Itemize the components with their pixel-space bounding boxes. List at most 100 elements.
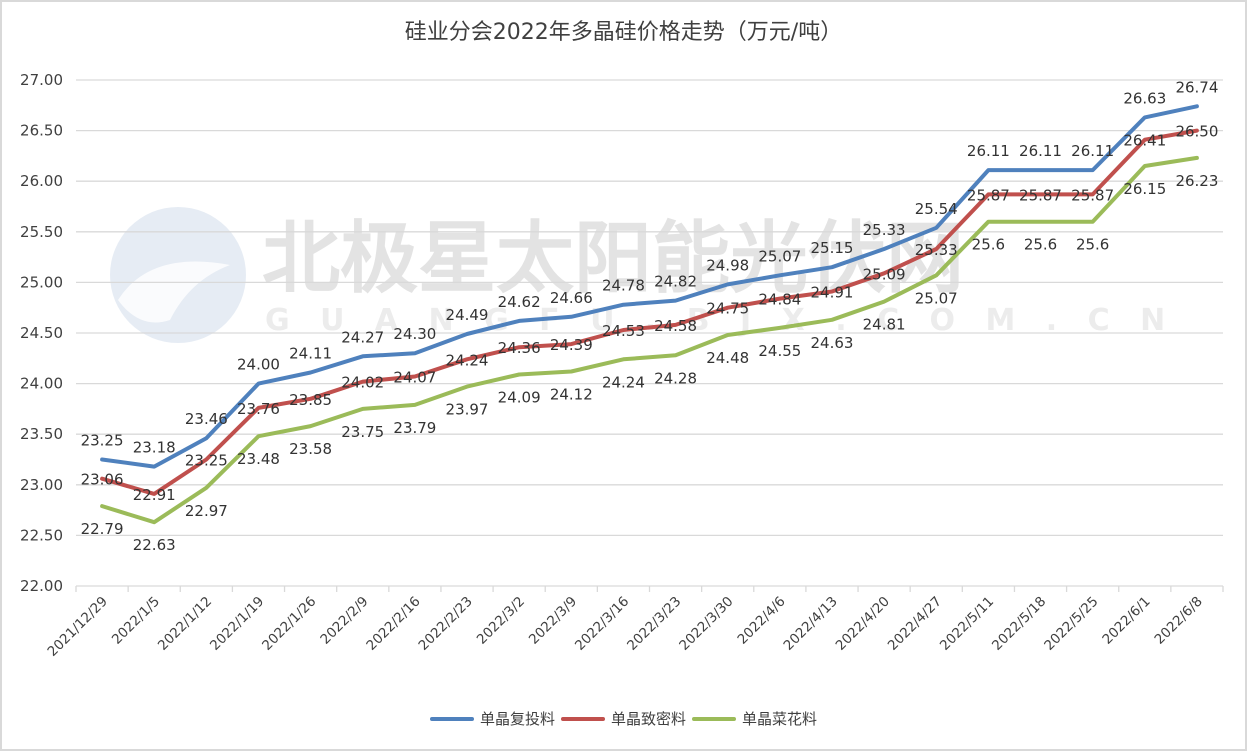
data-label: 24.36: [498, 339, 541, 357]
watermark-text: 北极星太阳能光伏网: [262, 214, 964, 304]
data-label: 23.46: [185, 410, 228, 428]
data-label: 24.81: [863, 316, 906, 334]
data-label: 22.91: [133, 486, 176, 504]
data-label: 24.28: [654, 369, 697, 387]
data-label: 24.12: [550, 385, 593, 403]
data-label: 24.09: [498, 388, 541, 406]
data-label: 25.6: [1024, 236, 1057, 254]
data-label: 23.75: [341, 423, 384, 441]
data-label: 24.07: [393, 369, 436, 387]
data-label: 25.6: [1076, 236, 1109, 254]
series-lines: [100, 104, 1199, 525]
watermark-wave-icon: [118, 261, 230, 323]
x-tick-label: 2022/4/13: [781, 594, 841, 654]
data-label: 23.18: [133, 439, 176, 457]
y-tick-label: 26.00: [20, 172, 63, 190]
data-label: 24.82: [654, 273, 697, 291]
data-label: 25.54: [915, 200, 958, 218]
data-label: 22.97: [185, 502, 228, 520]
data-label: 22.79: [81, 520, 124, 538]
x-tick-label: 2022/3/30: [676, 594, 736, 654]
data-label: 24.58: [654, 317, 697, 335]
data-label: 26.41: [1123, 132, 1166, 150]
legend-swatch-red-icon: [560, 716, 605, 721]
data-label: 24.63: [811, 334, 854, 352]
data-label: 24.53: [602, 322, 645, 340]
data-label: 25.33: [863, 221, 906, 239]
x-tick-label: 2021/12/29: [45, 594, 111, 660]
data-label: 23.48: [237, 450, 280, 468]
data-label: 23.25: [81, 432, 124, 450]
data-label: 24.11: [289, 344, 332, 362]
data-label: 24.75: [706, 300, 749, 318]
y-axis: 22.00 22.50 23.00 23.50 24.00 24.50 25.00 25.50…: [20, 71, 63, 595]
x-tick-label: 2022/5/11: [937, 594, 997, 654]
x-tick-label: 2022/3/9: [526, 594, 580, 648]
data-label: 26.15: [1123, 180, 1166, 198]
y-tick-label: 22.00: [20, 577, 63, 595]
legend-item-zhi-mi[interactable]: 单晶致密料: [560, 708, 686, 729]
x-tick-label: 2022/1/12: [155, 594, 215, 654]
data-label: 26.23: [1175, 172, 1218, 190]
series-line: [100, 128, 1199, 496]
data-label: 24.27: [341, 328, 384, 346]
y-tick-label: 26.50: [20, 122, 63, 140]
data-label: 22.63: [133, 536, 176, 554]
legend-label: 单晶菜花料: [742, 710, 818, 728]
data-label: 26.63: [1123, 89, 1166, 107]
legend-label: 单晶致密料: [610, 710, 686, 728]
data-label: 24.02: [341, 374, 384, 392]
y-tick-label: 25.00: [20, 273, 63, 291]
legend-label: 单晶复投料: [479, 710, 555, 728]
x-tick-label: 2022/5/18: [989, 594, 1049, 654]
legend-swatch-green-icon: [692, 716, 736, 721]
data-label: 26.50: [1175, 123, 1218, 141]
data-label: 25.87: [1019, 186, 1062, 204]
data-label: 25.33: [915, 241, 958, 259]
data-label: 23.76: [237, 400, 280, 418]
data-label: 24.84: [758, 291, 801, 309]
x-tick-label: 2022/2/9: [317, 594, 371, 648]
data-label: 26.11: [1019, 142, 1062, 160]
data-label: 24.30: [393, 325, 436, 343]
data-label: 24.55: [758, 342, 801, 360]
y-tick-label: 24.00: [20, 375, 63, 393]
x-tick-label: 2022/2/23: [416, 594, 476, 654]
data-label: 24.39: [550, 336, 593, 354]
data-label: 23.97: [446, 401, 489, 419]
data-label: 24.78: [602, 277, 645, 295]
data-label: 26.11: [967, 142, 1010, 160]
y-tick-label: 22.50: [20, 526, 63, 544]
legend-item-fu-tou[interactable]: 单晶复投料: [429, 708, 555, 729]
series-line: [100, 104, 1199, 469]
x-tick-label: 2022/2/16: [363, 594, 423, 654]
legend-item-cai-hua[interactable]: 单晶菜花料: [692, 708, 817, 729]
y-tick-label: 23.00: [20, 476, 63, 494]
data-label: 24.98: [706, 256, 749, 274]
x-tick-label: 2022/1/26: [259, 594, 319, 654]
data-label: 23.85: [289, 391, 332, 409]
legend: 单晶复投料 单晶致密料 单晶菜花料: [0, 708, 1247, 729]
data-label: 25.15: [811, 239, 854, 257]
data-label: 23.58: [289, 440, 332, 458]
data-label: 25.87: [967, 186, 1010, 204]
data-label: 25.07: [758, 247, 801, 265]
data-label: 26.74: [1175, 78, 1218, 96]
x-tick-label: 2022/3/2: [474, 594, 528, 648]
legend-swatch-blue-icon: [429, 716, 474, 721]
data-label: 24.24: [446, 351, 489, 369]
series-line: [100, 155, 1199, 525]
y-tick-label: 25.50: [20, 223, 63, 241]
data-label: 24.66: [550, 289, 593, 307]
data-label: 24.24: [602, 373, 645, 391]
x-axis: 2021/12/292022/1/52022/1/122022/1/192022…: [45, 586, 1224, 660]
x-tick-label: 2022/6/8: [1152, 594, 1206, 648]
data-label: 23.25: [185, 452, 228, 470]
data-label: 23.79: [393, 419, 436, 437]
x-tick-label: 2022/4/27: [885, 594, 945, 654]
y-tick-label: 24.50: [20, 324, 63, 342]
data-label: 24.62: [498, 293, 541, 311]
data-label: 25.6: [972, 236, 1005, 254]
